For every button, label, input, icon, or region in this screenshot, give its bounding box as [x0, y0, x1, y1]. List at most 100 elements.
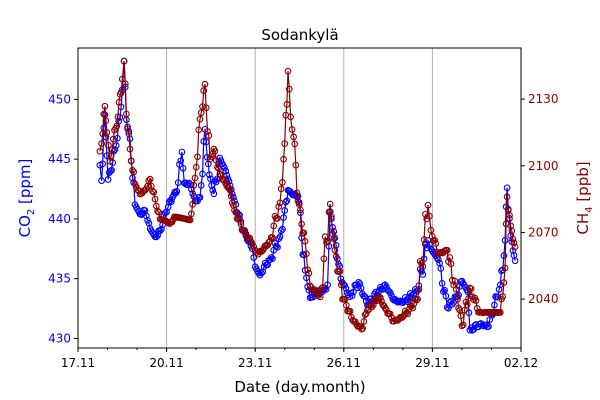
co2-point: [455, 291, 462, 299]
co2-point: [495, 286, 503, 293]
co2-point: [269, 255, 276, 262]
ch4-point: [467, 285, 475, 293]
co2-point: [324, 281, 331, 289]
ch4-point: [288, 126, 296, 133]
ch4-point: [118, 75, 126, 83]
ch4-point: [241, 227, 249, 234]
ch4-point: [297, 206, 304, 214]
ch4-point: [331, 246, 339, 254]
co2-point: [448, 300, 456, 308]
ch4-point: [197, 109, 205, 117]
left-axis-label: CO2 [ppm]: [16, 159, 37, 238]
ch4-point: [420, 236, 428, 243]
ch4-point: [413, 296, 420, 304]
ch4-point: [99, 130, 107, 138]
right-axis-label-unit: [ppb]: [574, 161, 592, 206]
co2-point: [172, 189, 180, 197]
co2-point: [494, 293, 502, 301]
ch4-point: [277, 185, 285, 193]
right-axis-label: CH4 [ppb]: [574, 161, 595, 234]
ch4-point: [459, 321, 467, 329]
co2-point: [206, 171, 213, 179]
ch4-point: [341, 295, 349, 303]
ch4-point: [328, 213, 335, 220]
co2-point: [386, 289, 394, 296]
ch4-point: [250, 243, 258, 251]
ch4-line: [99, 61, 516, 330]
ch4-point: [121, 80, 129, 88]
ch4-point: [232, 209, 240, 216]
left-y-axis: 430 435 440 445 450: [48, 92, 78, 345]
co2-point: [173, 188, 181, 195]
ch4-point: [101, 102, 109, 110]
ch4-point: [149, 187, 156, 195]
ch4-point: [377, 294, 384, 302]
co2-point: [496, 281, 504, 289]
ch4-point: [188, 210, 195, 218]
ch4-point: [415, 285, 423, 293]
ch4-point: [294, 197, 302, 205]
ch4-point: [404, 310, 412, 318]
ch4-point: [503, 193, 511, 201]
ch4-point: [290, 133, 297, 141]
co2-point: [210, 190, 218, 198]
ch4-point: [285, 85, 293, 93]
ch4-point: [360, 318, 368, 325]
ch4-point: [279, 179, 286, 186]
co2-point: [389, 295, 397, 303]
x-axis: 17.11 20.11 23.11 26.11 29.11 02.12: [61, 348, 538, 370]
x-tick-label: 26.11: [327, 356, 361, 370]
ch4-point: [196, 115, 204, 123]
ch4-point: [431, 236, 438, 244]
ch4-point: [146, 175, 154, 183]
ch4-point: [424, 201, 432, 209]
ch4-point: [369, 301, 377, 309]
ch4-point: [326, 200, 334, 208]
x-tick-label: 17.11: [61, 356, 95, 370]
co2-point: [279, 225, 286, 233]
left-tick-label: 450: [48, 92, 71, 106]
co2-point: [355, 278, 362, 286]
co2-point: [197, 182, 205, 189]
ch4-point: [303, 250, 310, 258]
ch4-point: [386, 310, 394, 318]
right-tick-label: 2070: [528, 225, 559, 239]
grid-lines: [166, 48, 433, 348]
co2-point: [356, 280, 364, 288]
co2-point: [99, 160, 107, 168]
ch4-point: [457, 312, 465, 320]
ch4-point: [275, 203, 283, 210]
co2-point: [196, 194, 204, 201]
co2-point: [500, 252, 508, 259]
co2-point: [438, 280, 446, 287]
right-tick-label: 2130: [528, 92, 559, 106]
ch4-point: [113, 122, 121, 130]
ch4-point: [506, 211, 513, 219]
co2-point: [114, 134, 121, 142]
left-tick-label: 445: [48, 152, 71, 166]
ch4-point: [499, 293, 507, 300]
ch4-point: [202, 104, 210, 112]
ch4-point: [195, 126, 203, 134]
ch4-point: [466, 284, 474, 292]
ch4-point: [110, 135, 117, 143]
ch4-point: [98, 140, 105, 147]
co2-point: [257, 269, 265, 277]
co2-point: [199, 170, 206, 178]
ch4-point: [281, 140, 289, 147]
co2-point: [104, 176, 112, 183]
co2-point: [437, 265, 445, 272]
ch4-point: [418, 259, 425, 267]
ch4-point: [301, 237, 309, 245]
ch4-point: [320, 255, 328, 263]
ch4-point: [199, 103, 206, 110]
ch4-point: [324, 237, 332, 245]
right-tick-label: 2040: [528, 292, 559, 306]
ch4-point: [200, 87, 208, 94]
ch4-point: [108, 146, 116, 154]
ch4-point: [458, 322, 466, 330]
co2-point: [142, 212, 150, 220]
co2-point: [168, 198, 175, 206]
ch4-point: [190, 181, 198, 189]
ch4-point: [304, 266, 311, 274]
